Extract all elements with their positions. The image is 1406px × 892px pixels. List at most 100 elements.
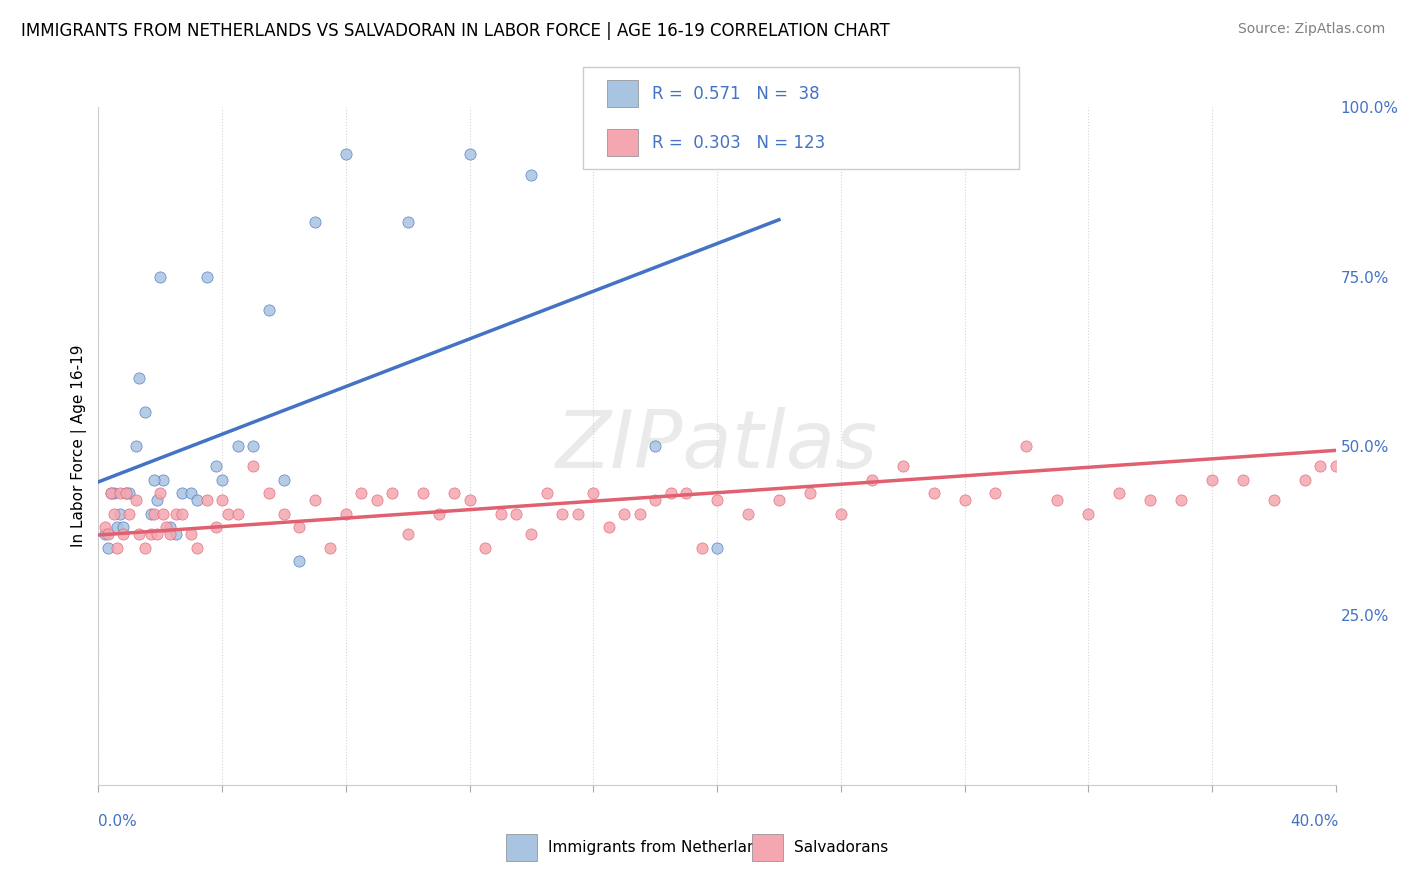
Point bbox=[128, 371, 150, 385]
Point bbox=[489, 507, 512, 521]
Point bbox=[115, 486, 138, 500]
Point bbox=[103, 507, 125, 521]
Point bbox=[768, 493, 790, 508]
Point bbox=[644, 439, 666, 453]
Point bbox=[186, 541, 208, 555]
Point bbox=[165, 507, 187, 521]
Point bbox=[152, 473, 174, 487]
Point bbox=[124, 493, 146, 508]
Point bbox=[443, 486, 465, 500]
Point bbox=[628, 507, 651, 521]
Point bbox=[922, 486, 945, 500]
Point bbox=[112, 520, 135, 534]
Point bbox=[186, 493, 208, 508]
Point bbox=[146, 493, 169, 508]
Y-axis label: In Labor Force | Age 16-19: In Labor Force | Age 16-19 bbox=[72, 344, 87, 548]
Point bbox=[675, 486, 697, 500]
Point bbox=[706, 493, 728, 508]
Point bbox=[195, 269, 218, 284]
Point bbox=[273, 507, 295, 521]
Text: Source: ZipAtlas.com: Source: ZipAtlas.com bbox=[1237, 22, 1385, 37]
Text: R =  0.303   N = 123: R = 0.303 N = 123 bbox=[652, 134, 825, 152]
Point bbox=[860, 473, 883, 487]
Point bbox=[205, 520, 228, 534]
Point bbox=[134, 405, 156, 419]
Point bbox=[143, 507, 166, 521]
Point bbox=[124, 439, 146, 453]
Point bbox=[170, 486, 193, 500]
Point bbox=[582, 486, 605, 500]
Point bbox=[458, 147, 481, 161]
Point bbox=[134, 541, 156, 555]
Point bbox=[93, 527, 115, 541]
Point bbox=[112, 527, 135, 541]
Point bbox=[108, 486, 131, 500]
Point bbox=[155, 520, 177, 534]
Point bbox=[211, 493, 233, 508]
Point bbox=[97, 541, 120, 555]
Text: R =  0.571   N =  38: R = 0.571 N = 38 bbox=[652, 85, 820, 103]
Point bbox=[304, 493, 326, 508]
Point bbox=[582, 154, 605, 169]
Point bbox=[149, 486, 172, 500]
Point bbox=[737, 507, 759, 521]
Text: 40.0%: 40.0% bbox=[1291, 814, 1339, 829]
Point bbox=[799, 486, 821, 500]
Point bbox=[953, 493, 976, 508]
Point bbox=[103, 486, 125, 500]
Point bbox=[1355, 459, 1378, 474]
Point bbox=[128, 527, 150, 541]
Point bbox=[288, 554, 311, 568]
Point bbox=[706, 541, 728, 555]
Point bbox=[319, 541, 342, 555]
Point bbox=[1340, 439, 1362, 453]
Point bbox=[105, 541, 128, 555]
Point bbox=[984, 486, 1007, 500]
Point bbox=[108, 507, 131, 521]
Point bbox=[474, 541, 496, 555]
Point bbox=[350, 486, 373, 500]
Point bbox=[180, 527, 202, 541]
Point bbox=[335, 507, 357, 521]
Point bbox=[396, 527, 419, 541]
Point bbox=[149, 269, 172, 284]
Point bbox=[613, 507, 636, 521]
Point bbox=[205, 459, 228, 474]
Point bbox=[217, 507, 239, 521]
Point bbox=[335, 147, 357, 161]
Point bbox=[1263, 493, 1285, 508]
Point bbox=[97, 527, 120, 541]
Point bbox=[115, 486, 138, 500]
Point bbox=[1324, 459, 1347, 474]
Point bbox=[644, 493, 666, 508]
Point bbox=[159, 527, 181, 541]
Point bbox=[1077, 507, 1099, 521]
Text: ZIPatlas: ZIPatlas bbox=[555, 407, 879, 485]
Point bbox=[381, 486, 404, 500]
Text: 0.0%: 0.0% bbox=[98, 814, 138, 829]
Point bbox=[458, 493, 481, 508]
Point bbox=[412, 486, 434, 500]
Point bbox=[257, 303, 280, 318]
Point bbox=[520, 527, 543, 541]
Point bbox=[1386, 459, 1406, 474]
Point bbox=[304, 215, 326, 229]
Point bbox=[100, 486, 122, 500]
Point bbox=[273, 473, 295, 487]
Point bbox=[1232, 473, 1254, 487]
Text: Immigrants from Netherlands: Immigrants from Netherlands bbox=[548, 840, 775, 855]
Point bbox=[93, 520, 115, 534]
Point bbox=[105, 520, 128, 534]
Point bbox=[1371, 473, 1393, 487]
Point bbox=[1139, 493, 1161, 508]
Point bbox=[366, 493, 388, 508]
Point bbox=[143, 473, 166, 487]
Point bbox=[180, 486, 202, 500]
Text: Salvadorans: Salvadorans bbox=[794, 840, 889, 855]
Point bbox=[1309, 459, 1331, 474]
Point bbox=[146, 527, 169, 541]
Point bbox=[551, 507, 574, 521]
Point bbox=[170, 507, 193, 521]
Point bbox=[567, 507, 589, 521]
Point bbox=[1015, 439, 1038, 453]
